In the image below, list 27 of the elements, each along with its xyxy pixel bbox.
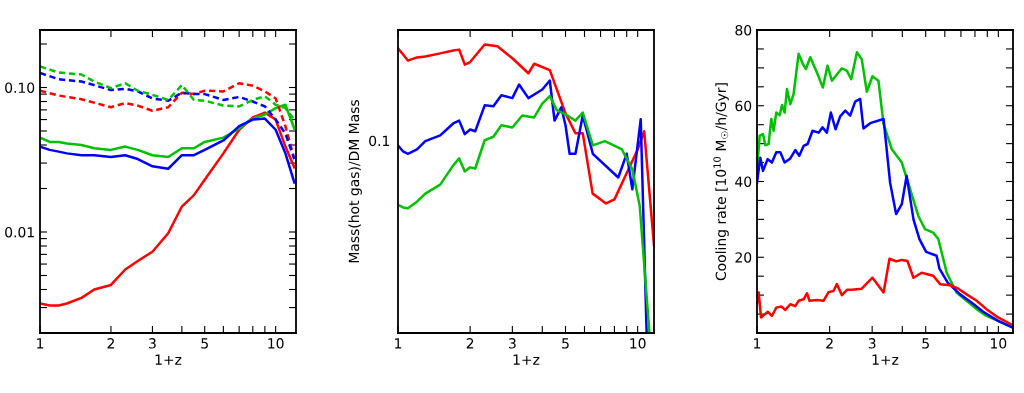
x-tick-label: 10 xyxy=(991,338,1007,349)
y-axis-title: Cooling rate [10$^{10}$ M$_{☉}$/h/Gyr] xyxy=(713,83,729,281)
y-tick-label: 20 xyxy=(735,252,752,263)
y-axis-title: Mass(hot gas)/DM Mass xyxy=(348,100,362,263)
x-tick-label: 5 xyxy=(922,338,929,349)
x-tick-label: 2 xyxy=(466,338,474,349)
y-tick-label: 40 xyxy=(735,176,752,187)
x-tick-label: 3 xyxy=(508,338,516,349)
x-tick-label: 2 xyxy=(107,338,114,349)
x-tick-label: 3 xyxy=(149,338,156,349)
x-tick-label: 5 xyxy=(201,338,208,349)
x-tick-label: 5 xyxy=(562,338,569,349)
x-tick-label: 10 xyxy=(630,338,646,349)
x-axis-title: 1+z xyxy=(155,354,182,365)
y-tick-label: 0.10 xyxy=(5,82,35,93)
x-axis-title: 1+z xyxy=(872,354,899,365)
x-tick-label: 1 xyxy=(395,338,402,349)
y-tick-label: 0.01 xyxy=(5,226,34,238)
x-tick-label: 1 xyxy=(37,338,44,349)
x-tick-label: 1 xyxy=(754,338,761,349)
y-tick-label: 60 xyxy=(735,100,752,112)
text: 0.1 xyxy=(369,135,390,147)
x-tick-label: 2 xyxy=(826,338,833,349)
y-tick-label: 80 xyxy=(735,24,752,36)
x-tick-label: 10 xyxy=(268,338,284,349)
x-axis-title: 1+z xyxy=(513,354,540,365)
x-tick-label: 3 xyxy=(868,338,876,349)
